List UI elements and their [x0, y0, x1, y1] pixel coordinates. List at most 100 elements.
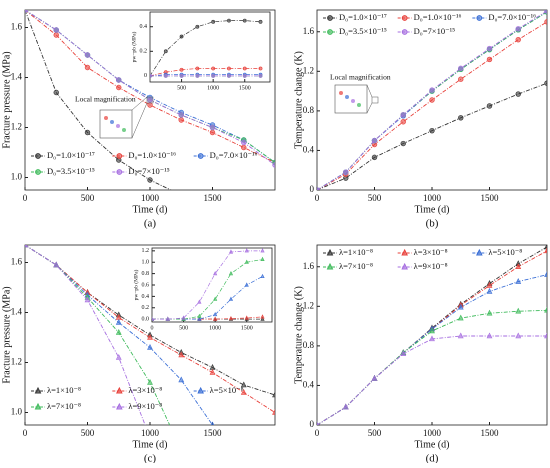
- y-tick-label: 1.6: [303, 26, 315, 36]
- marker: [84, 64, 91, 71]
- marker: [515, 91, 521, 97]
- panel-label: (a): [144, 218, 157, 230]
- marker: [147, 333, 153, 340]
- marker: [53, 32, 59, 38]
- y-tick-label: 1.2: [303, 300, 314, 310]
- frame: [149, 11, 271, 83]
- legend-label: λ=3×10⁻⁸: [128, 385, 162, 395]
- x-tick-label: 500: [81, 428, 95, 438]
- legend-label: D₀=1.0×10⁻¹⁶: [414, 12, 462, 22]
- y-tick-label: 1.0: [11, 172, 23, 182]
- y-axis-label: Fracture pressure (MPa): [1, 286, 12, 383]
- y-tick-label: 0.4: [140, 24, 148, 30]
- marker: [371, 154, 378, 161]
- marker: [544, 332, 547, 339]
- marker: [179, 447, 184, 452]
- marker: [195, 73, 200, 78]
- marker: [147, 97, 153, 103]
- marker: [179, 34, 184, 39]
- panel-label: (d): [426, 453, 439, 463]
- marker: [486, 309, 493, 316]
- legend-marker: [34, 386, 42, 394]
- marker: [458, 115, 464, 121]
- legend-label: D₀=1.0×10⁻¹⁶: [128, 150, 176, 160]
- marker: [163, 73, 168, 78]
- legend-label: D₀=3.5×10⁻¹⁵: [47, 166, 95, 176]
- x-tick-label: 500: [368, 428, 382, 438]
- marker: [544, 247, 547, 254]
- legend-label: D₀=7×10⁻¹⁵: [128, 166, 169, 176]
- marker: [210, 421, 215, 425]
- marker: [429, 335, 435, 342]
- marker: [197, 316, 202, 321]
- marker: [317, 421, 319, 425]
- marker: [457, 314, 464, 321]
- marker: [429, 327, 435, 334]
- y-tick-label: 0: [144, 73, 147, 79]
- y-tick-label: 0.8: [303, 105, 315, 115]
- marker: [209, 368, 216, 375]
- marker: [544, 245, 547, 250]
- marker: [211, 73, 216, 78]
- marker: [178, 117, 184, 123]
- series-line: [150, 20, 261, 77]
- x-tick-label: 500: [179, 325, 188, 331]
- legend-marker: [34, 402, 42, 410]
- marker: [244, 315, 249, 320]
- marker: [244, 282, 249, 287]
- marker: [228, 315, 234, 321]
- y-tick-label: 1.2: [142, 248, 150, 254]
- marker: [241, 139, 247, 146]
- frame: [316, 244, 548, 426]
- marker: [179, 73, 184, 78]
- marker: [53, 27, 59, 33]
- frame: [24, 9, 276, 191]
- legend-marker: [401, 248, 408, 256]
- x-tick-label: 0: [315, 428, 320, 438]
- marker: [53, 89, 59, 96]
- marker: [147, 177, 153, 183]
- legend-marker: [116, 402, 123, 410]
- frame: [316, 9, 548, 191]
- marker: [228, 296, 234, 301]
- marker: [515, 26, 521, 32]
- plot-area: [25, 245, 275, 452]
- marker: [84, 129, 91, 136]
- x-tick-label: 1500: [204, 428, 223, 438]
- marker: [213, 296, 218, 301]
- x-tick-label: 0: [23, 428, 28, 438]
- marker: [244, 248, 249, 253]
- marker: [515, 307, 522, 314]
- marker: [544, 10, 547, 14]
- x-axis-label: Time (d): [415, 204, 450, 215]
- y-tick-label: 1.2: [303, 65, 314, 75]
- legend-marker: [326, 248, 334, 256]
- magnify-dot: [345, 95, 349, 99]
- x-tick-label: 1000: [207, 85, 219, 91]
- marker: [272, 408, 275, 415]
- x-axis-label: Time (d): [415, 439, 450, 450]
- magnify-target: [371, 96, 379, 104]
- legend-label: D₀=7.0×10⁻¹⁶: [488, 12, 536, 22]
- marker: [458, 76, 464, 82]
- marker: [242, 73, 247, 78]
- marker: [25, 245, 28, 248]
- marker: [544, 80, 547, 86]
- y-tick-label: 0.4: [303, 145, 315, 155]
- marker: [515, 263, 522, 269]
- marker: [211, 66, 216, 71]
- magnify-dot: [122, 128, 126, 132]
- x-tick-label: 1500: [204, 193, 223, 203]
- series-line: [317, 274, 547, 425]
- legend-marker: [35, 153, 41, 159]
- magnify-dot: [339, 91, 343, 95]
- panel-label: (c): [144, 453, 157, 463]
- frame: [151, 247, 273, 323]
- x-axis-label: Time (d): [133, 439, 168, 450]
- y-tick-label: 0.4: [142, 294, 150, 300]
- frame: [24, 244, 276, 426]
- legend-marker: [476, 15, 483, 21]
- legend-marker: [116, 169, 123, 175]
- panel: 1.0 1.2 1.4 1.6 0 500 1000 1500 Fracture pressur…: [1, 9, 276, 230]
